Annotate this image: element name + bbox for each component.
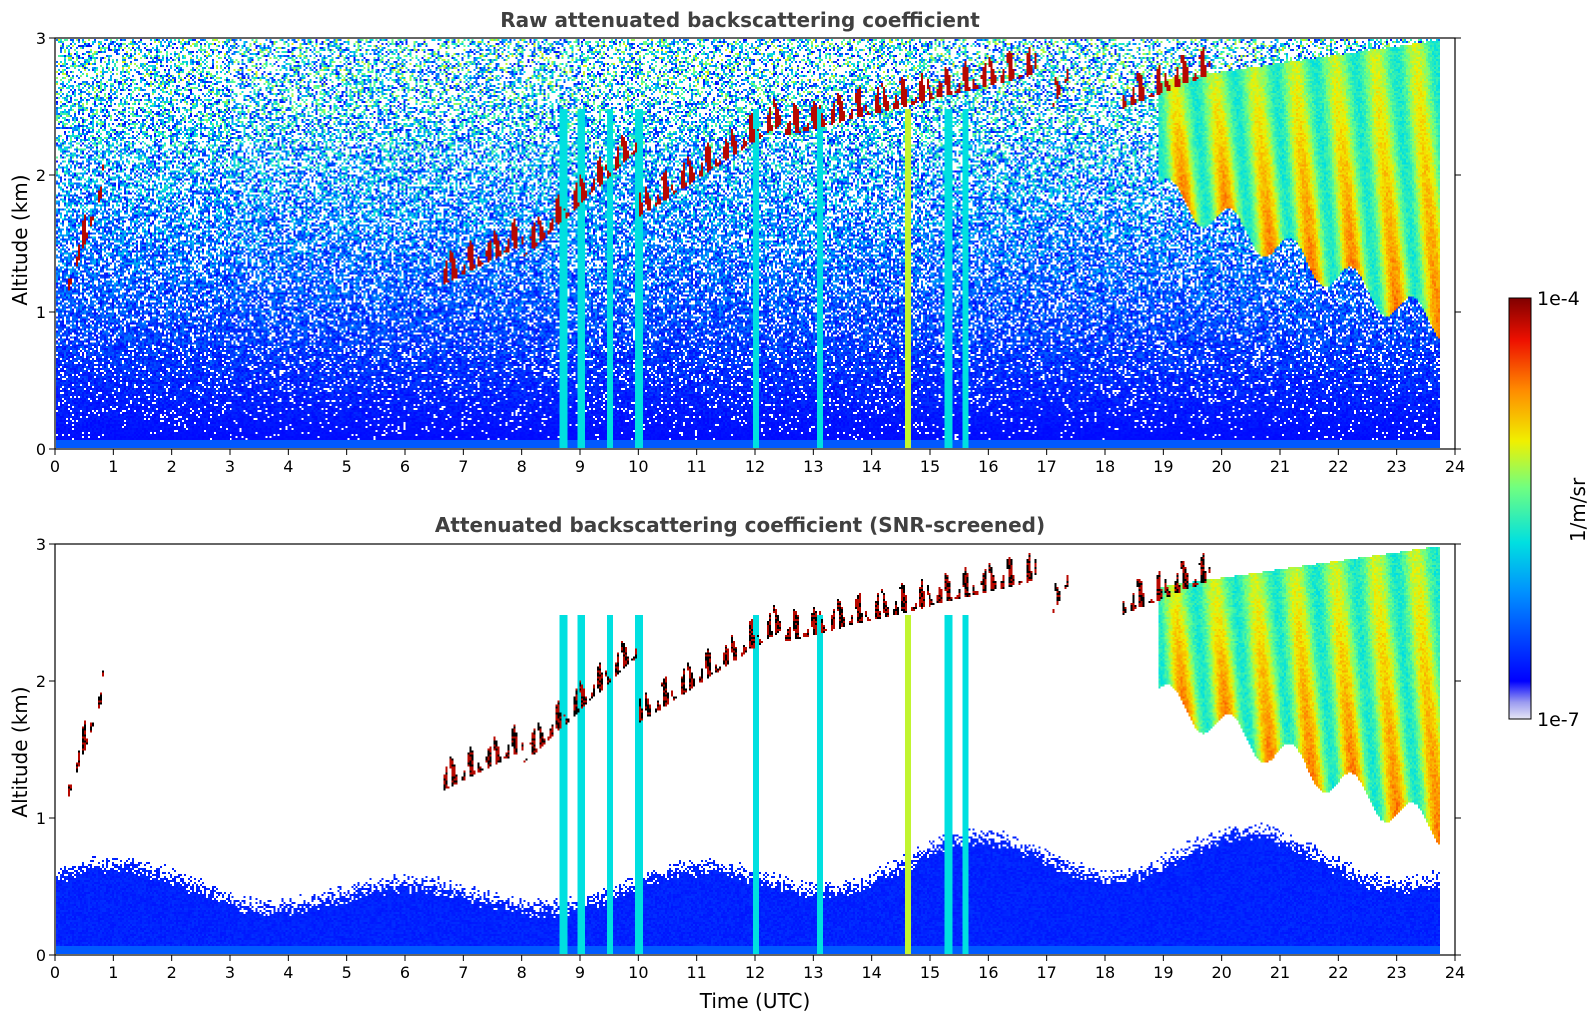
x-tick-label: 13 bbox=[803, 457, 823, 476]
x-tick-label: 10 bbox=[628, 963, 648, 982]
colorbar-min-label: 1e-7 bbox=[1537, 709, 1580, 731]
x-tick-label: 23 bbox=[1386, 963, 1406, 982]
top-panel-heatmap bbox=[56, 39, 1454, 448]
x-tick-label: 1 bbox=[108, 963, 118, 982]
x-tick-label: 10 bbox=[628, 457, 648, 476]
y-tick-label: 2 bbox=[36, 672, 46, 691]
x-tick-label: 2 bbox=[167, 457, 177, 476]
x-tick-label: 0 bbox=[50, 963, 60, 982]
x-tick-label: 21 bbox=[1270, 963, 1290, 982]
colorbar-gradient bbox=[1508, 297, 1532, 720]
y-tick-label: 0 bbox=[36, 946, 46, 965]
x-tick-label: 23 bbox=[1386, 457, 1406, 476]
x-tick-label: 16 bbox=[978, 457, 998, 476]
colorbar-max-label: 1e-4 bbox=[1537, 288, 1580, 310]
bottom-panel-ticks: 0 1 2 3 4 5 6 7 8 9 10 11 12 13 14 15 16 17 18 19 20 21 22 23 24… bbox=[36, 535, 1465, 982]
bottom-panel: Attenuated backscattering coefficient (S… bbox=[8, 513, 1465, 1013]
x-tick-label: 9 bbox=[575, 457, 585, 476]
x-tick-label: 14 bbox=[861, 963, 881, 982]
x-tick-label: 20 bbox=[1211, 963, 1231, 982]
x-tick-label: 7 bbox=[458, 457, 468, 476]
top-panel-title: Raw attenuated backscattering coefficien… bbox=[500, 8, 980, 32]
x-tick-label: 18 bbox=[1095, 457, 1115, 476]
y-tick-label: 3 bbox=[36, 535, 46, 554]
x-tick-label: 19 bbox=[1153, 963, 1173, 982]
x-tick-label: 2 bbox=[167, 963, 177, 982]
x-tick-label: 16 bbox=[978, 963, 998, 982]
x-tick-label: 5 bbox=[342, 457, 352, 476]
x-tick-label: 22 bbox=[1328, 457, 1348, 476]
x-tick-label: 20 bbox=[1211, 457, 1231, 476]
x-tick-label: 12 bbox=[745, 457, 765, 476]
x-tick-label: 5 bbox=[342, 963, 352, 982]
top-panel-frame bbox=[54, 37, 1456, 450]
x-tick-label: 17 bbox=[1036, 963, 1056, 982]
bottom-panel-frame bbox=[54, 543, 1456, 956]
x-tick-label: 18 bbox=[1095, 963, 1115, 982]
x-tick-label: 4 bbox=[283, 963, 293, 982]
x-tick-label: 4 bbox=[283, 457, 293, 476]
x-tick-label: 3 bbox=[225, 457, 235, 476]
x-tick-label: 8 bbox=[517, 963, 527, 982]
x-tick-label: 15 bbox=[920, 963, 940, 982]
top-panel-ticks: 0 1 2 3 4 5 6 7 8 9 10 11 12 13 14 15 16 17 18 19 20 21 22 23 24… bbox=[36, 29, 1465, 476]
y-tick-label: 1 bbox=[36, 809, 46, 828]
bottom-panel-xlabel: Time (UTC) bbox=[699, 989, 811, 1013]
x-tick-label: 24 bbox=[1445, 457, 1465, 476]
x-tick-label: 15 bbox=[920, 457, 940, 476]
x-tick-label: 19 bbox=[1153, 457, 1173, 476]
x-tick-label: 3 bbox=[225, 963, 235, 982]
bottom-panel-ylabel: Altitude (km) bbox=[8, 686, 32, 817]
x-tick-label: 17 bbox=[1036, 457, 1056, 476]
y-tick-label: 3 bbox=[36, 29, 46, 48]
x-tick-label: 1 bbox=[108, 457, 118, 476]
x-tick-label: 24 bbox=[1445, 963, 1465, 982]
x-tick-label: 0 bbox=[50, 457, 60, 476]
y-tick-label: 2 bbox=[36, 166, 46, 185]
colorbar-unit-label: 1/m/sr bbox=[1566, 477, 1590, 542]
bottom-panel-heatmap bbox=[56, 545, 1454, 954]
y-tick-label: 0 bbox=[36, 440, 46, 459]
bottom-panel-title: Attenuated backscattering coefficient (S… bbox=[435, 513, 1045, 537]
x-tick-label: 12 bbox=[745, 963, 765, 982]
x-tick-label: 13 bbox=[803, 963, 823, 982]
x-tick-label: 14 bbox=[861, 457, 881, 476]
x-tick-label: 6 bbox=[400, 963, 410, 982]
x-tick-label: 6 bbox=[400, 457, 410, 476]
x-tick-label: 11 bbox=[686, 457, 706, 476]
x-tick-label: 8 bbox=[517, 457, 527, 476]
top-panel: Raw attenuated backscattering coefficien… bbox=[8, 8, 1465, 476]
x-tick-label: 7 bbox=[458, 963, 468, 982]
colorbar: 1e-4 1e-7 1/m/sr bbox=[1508, 288, 1590, 731]
y-tick-label: 1 bbox=[36, 303, 46, 322]
x-tick-label: 11 bbox=[686, 963, 706, 982]
top-panel-ylabel: Altitude (km) bbox=[8, 174, 32, 305]
x-tick-label: 22 bbox=[1328, 963, 1348, 982]
x-tick-label: 21 bbox=[1270, 457, 1290, 476]
x-tick-label: 9 bbox=[575, 963, 585, 982]
